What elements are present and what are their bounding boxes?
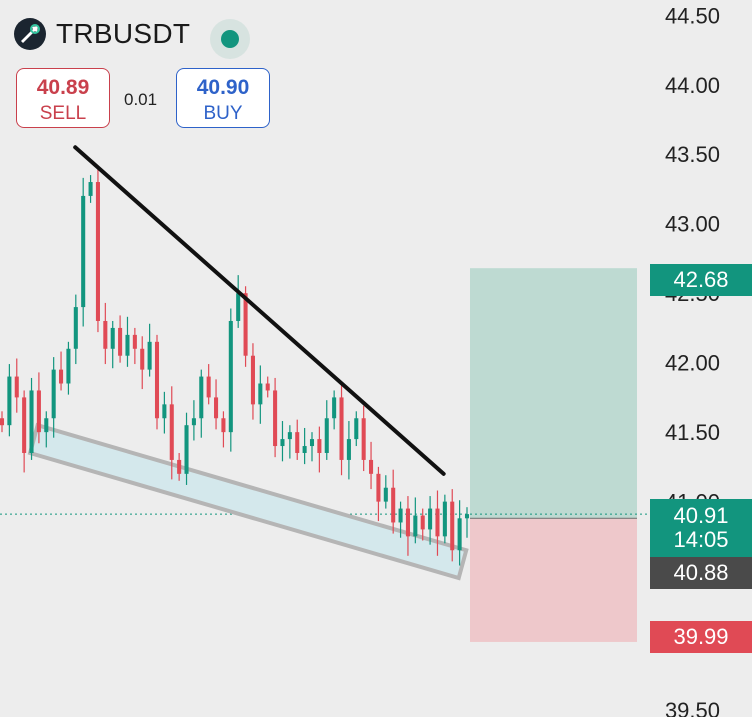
candle-body-41 <box>302 446 307 453</box>
candle-body-25 <box>184 425 189 474</box>
resistance-trendline <box>73 145 446 476</box>
candle-body-54 <box>398 508 403 523</box>
candle-body-32 <box>236 293 241 321</box>
candle-body-14 <box>103 320 108 349</box>
candle-body-8 <box>59 369 64 384</box>
candle-body-13 <box>95 182 100 321</box>
candle-body-43 <box>317 439 322 453</box>
candle-body-45 <box>332 397 337 419</box>
y-tick-label-0: 44.50 <box>665 3 720 28</box>
candle-body-34 <box>250 355 255 405</box>
y-tick-label-2: 43.50 <box>665 142 720 167</box>
candle-body-20 <box>147 341 152 370</box>
candle-body-55 <box>405 508 410 537</box>
candle-body-5 <box>36 390 41 433</box>
y-tick-label-1: 44.00 <box>665 73 720 98</box>
candle-body-27 <box>199 376 204 419</box>
take-profit-tag: 42.68 <box>650 264 752 296</box>
candle-body-62 <box>457 518 462 551</box>
candle-body-1 <box>7 376 12 426</box>
candle-body-12 <box>88 182 93 196</box>
entry-price-tag: 40.88 <box>650 557 752 589</box>
stop-loss-price: 39.99 <box>673 624 729 649</box>
candle-body-3 <box>22 397 27 453</box>
market-open-dot-icon <box>210 19 250 59</box>
sell-price: 40.89 <box>36 76 90 99</box>
candle-body-0 <box>0 418 5 426</box>
candle-body-31 <box>228 320 233 433</box>
candle-body-18 <box>132 334 137 349</box>
candle-body-57 <box>420 515 425 530</box>
candle-body-58 <box>428 508 433 530</box>
tellor-logo-icon <box>14 18 46 50</box>
sell-button[interactable]: 40.89 SELL <box>16 68 110 128</box>
candle-body-29 <box>214 397 219 419</box>
candle-body-24 <box>177 459 182 474</box>
take-profit-zone <box>470 268 637 519</box>
candle-body-15 <box>110 327 115 349</box>
candle-body-44 <box>324 418 329 453</box>
candle-body-4 <box>29 390 34 453</box>
stop-loss-tag: 39.99 <box>650 621 752 653</box>
y-tick-label-6: 41.50 <box>665 420 720 445</box>
candle-body-63 <box>464 514 470 519</box>
candle-body-51 <box>376 473 381 502</box>
buy-price: 40.90 <box>196 76 250 99</box>
candle-body-37 <box>273 390 278 447</box>
symbol-name: TRBUSDT <box>56 18 191 49</box>
candle-body-40 <box>295 432 300 453</box>
candle-body-6 <box>44 418 49 433</box>
candle-countdown: 14:05 <box>673 527 729 552</box>
buy-label: BUY <box>203 103 243 124</box>
candle-body-28 <box>206 376 211 398</box>
take-profit-price: 42.68 <box>673 267 729 292</box>
candle-body-50 <box>369 459 374 474</box>
candle-body-2 <box>14 376 19 398</box>
candle-body-60 <box>442 501 447 537</box>
candle-body-30 <box>221 418 226 433</box>
candle-body-46 <box>339 397 344 460</box>
sell-label: SELL <box>39 103 87 124</box>
candle-body-11 <box>81 195 86 308</box>
candle-body-9 <box>66 348 71 384</box>
spread-value: 0.01 <box>124 90 158 109</box>
candle-body-52 <box>383 487 388 502</box>
stop-loss-zone <box>470 518 637 642</box>
candle-body-59 <box>435 508 440 537</box>
buy-button[interactable]: 40.90 BUY <box>176 68 270 128</box>
candle-body-23 <box>169 404 174 460</box>
candle-body-39 <box>287 432 292 440</box>
candle-body-36 <box>265 383 270 391</box>
candle-body-56 <box>413 515 418 537</box>
y-tick-label-3: 43.00 <box>665 212 720 237</box>
current-price-tag: 40.91 14:05 <box>650 499 752 557</box>
candle-body-21 <box>154 341 160 419</box>
wedge-channel <box>27 422 469 581</box>
candle-body-61 <box>450 501 455 551</box>
candle-body-26 <box>191 418 196 426</box>
entry-price: 40.88 <box>673 560 729 585</box>
candle-body-17 <box>125 334 130 356</box>
candle-body-47 <box>346 439 351 460</box>
candle-body-10 <box>73 307 78 349</box>
candle-body-16 <box>118 327 123 356</box>
candle-body-42 <box>309 439 315 447</box>
candle-body-48 <box>354 418 359 440</box>
y-tick-label-5: 42.00 <box>665 351 720 376</box>
candle-body-7 <box>51 369 56 419</box>
candle-body-53 <box>391 487 396 523</box>
candle-body-22 <box>162 404 167 419</box>
candle-body-35 <box>258 383 263 405</box>
current-price: 40.91 <box>673 503 729 528</box>
y-tick-label-8: 39.50 <box>665 698 720 717</box>
symbol-title[interactable]: TRBUSDT <box>14 18 190 50</box>
candle-body-38 <box>280 439 285 447</box>
candle-body-19 <box>140 348 145 370</box>
candle-body-33 <box>243 293 248 356</box>
candle-body-49 <box>361 418 366 460</box>
